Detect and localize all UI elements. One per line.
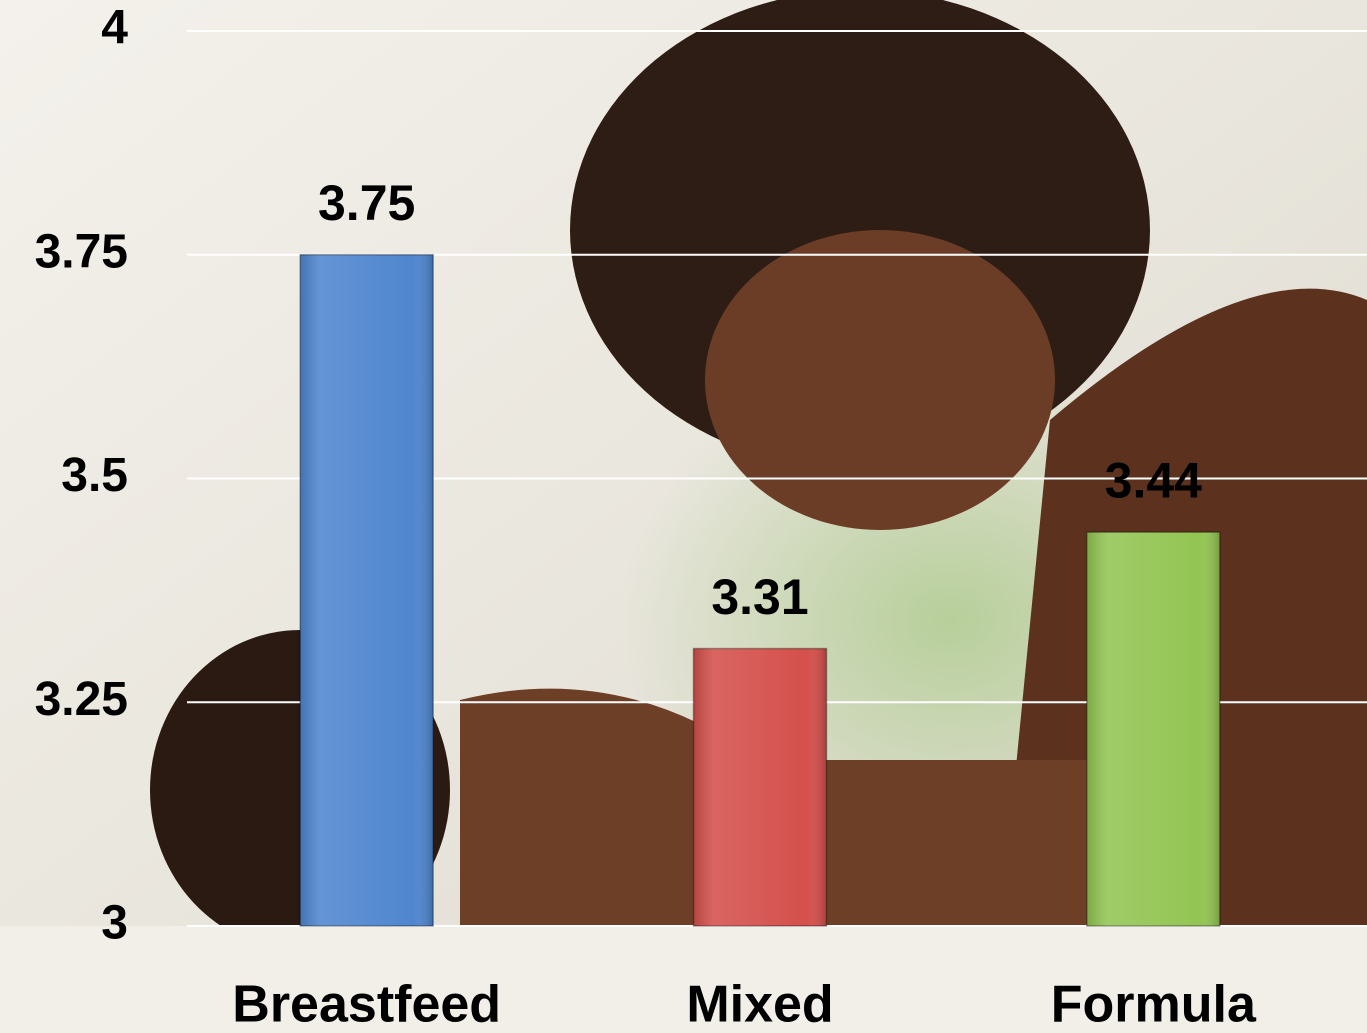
x-tick-label: Breastfeed bbox=[232, 976, 501, 1033]
y-tick-label: 3.75 bbox=[35, 225, 128, 278]
bar bbox=[694, 649, 827, 926]
chart: 3 3.25 3.5 3.75 4 Breastfeed 3.75 Mixed 3.31 Form… bbox=[0, 0, 1367, 1033]
y-tick-label: 4 bbox=[101, 2, 128, 55]
page: 3 3.25 3.5 3.75 4 Breastfeed 3.75 Mixed 3.31 Form… bbox=[0, 0, 1367, 1033]
y-tick-label: 3 bbox=[101, 897, 128, 950]
bar bbox=[300, 255, 433, 926]
value-label: 3.31 bbox=[711, 569, 808, 625]
x-tick-label: Formula bbox=[1051, 976, 1257, 1033]
background-face bbox=[705, 230, 1055, 530]
y-tick-label: 3.5 bbox=[61, 449, 128, 502]
x-tick-label: Mixed bbox=[686, 976, 833, 1033]
value-label: 3.44 bbox=[1105, 452, 1203, 508]
y-tick-label: 3.25 bbox=[35, 673, 128, 726]
value-label: 3.75 bbox=[318, 175, 415, 231]
bar bbox=[1087, 532, 1220, 926]
